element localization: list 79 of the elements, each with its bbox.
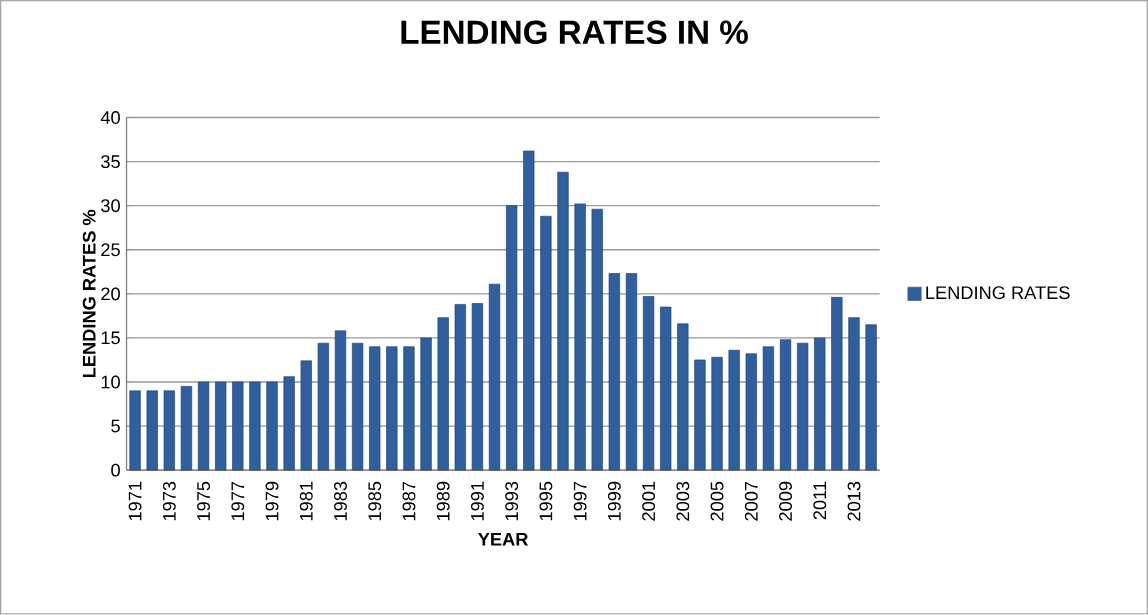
- x-tick-label: 1977: [231, 482, 245, 521]
- bar: [762, 346, 775, 471]
- x-tick-label: 1971: [128, 482, 142, 521]
- x-tick-label: 2003: [676, 481, 690, 521]
- bar: [625, 273, 638, 471]
- bar: [677, 323, 689, 471]
- bar: [574, 203, 586, 471]
- bar: [180, 386, 193, 471]
- y-tick-label: 15: [101, 331, 120, 345]
- bar: [814, 337, 826, 471]
- bar: [471, 303, 484, 471]
- y-tick-label: 40: [100, 111, 120, 125]
- bar: [728, 350, 740, 471]
- bar: [215, 381, 227, 471]
- y-tick-label: 5: [111, 419, 120, 433]
- bar: [745, 353, 757, 471]
- x-tick-label: 1997: [573, 482, 587, 521]
- x-tick-label: 1973: [162, 481, 176, 521]
- bar: [797, 343, 809, 471]
- bar: [642, 296, 655, 471]
- bar: [369, 346, 381, 471]
- bar: [334, 330, 347, 471]
- bar: [437, 317, 449, 471]
- x-tick-label: 1993: [505, 481, 519, 521]
- y-tick-label: 25: [101, 243, 120, 257]
- x-tick-label: 1983: [334, 481, 347, 521]
- bar: [351, 343, 364, 471]
- bar: [283, 376, 295, 471]
- bar: [454, 304, 466, 471]
- x-tick-label: 2001: [642, 482, 656, 521]
- x-tick-label: 1979: [265, 482, 279, 521]
- x-tick-label: 2005: [710, 481, 724, 521]
- bar: [848, 317, 860, 471]
- y-tick-label: 0: [111, 463, 120, 477]
- bar: [694, 359, 706, 471]
- bar: [163, 390, 175, 471]
- x-tick-label: 1981: [299, 482, 313, 521]
- bar: [420, 337, 432, 471]
- bar: [197, 381, 210, 471]
- y-tick-label: 30: [101, 199, 120, 213]
- x-tick-label: 1985: [368, 481, 382, 521]
- bar: [660, 306, 672, 471]
- bar: [249, 381, 261, 471]
- bar: [779, 339, 792, 471]
- bar: [146, 390, 158, 471]
- y-axis-title: LENDING RATES %: [82, 210, 96, 378]
- bar: [300, 360, 312, 471]
- bar: [608, 273, 620, 471]
- x-tick-label: 1995: [539, 481, 553, 521]
- x-tick-label: 1989: [436, 482, 450, 521]
- x-tick-label: 2007: [744, 482, 758, 521]
- bar: [557, 172, 569, 471]
- x-tick-label: 1999: [607, 482, 621, 521]
- bar: [317, 343, 329, 471]
- x-tick-label: 1991: [470, 482, 484, 521]
- y-tick-label: 20: [101, 287, 120, 301]
- x-tick-label: 1987: [402, 482, 416, 521]
- bar: [523, 150, 535, 471]
- bar: [129, 390, 141, 471]
- bar: [232, 381, 244, 471]
- bar: [266, 381, 278, 471]
- bar: [831, 297, 843, 471]
- x-tick-label: 2011: [813, 482, 827, 520]
- x-tick-label: 1975: [197, 481, 211, 521]
- bar: [386, 346, 398, 471]
- x-tick-label: 2013: [847, 481, 861, 521]
- legend-label: LENDING RATES: [926, 286, 1070, 300]
- x-tick-label: 2009: [779, 482, 792, 521]
- y-tick-label: 35: [101, 155, 120, 169]
- bar: [865, 324, 877, 471]
- bar: [403, 346, 415, 471]
- bar: [540, 216, 552, 471]
- x-axis-title: YEAR: [478, 533, 529, 546]
- bar: [711, 357, 723, 471]
- y-tick-label: 10: [101, 375, 120, 389]
- chart-title: LENDING RATES IN %: [401, 20, 748, 45]
- bar: [488, 283, 501, 471]
- bar: [506, 205, 518, 471]
- bar: [591, 209, 603, 471]
